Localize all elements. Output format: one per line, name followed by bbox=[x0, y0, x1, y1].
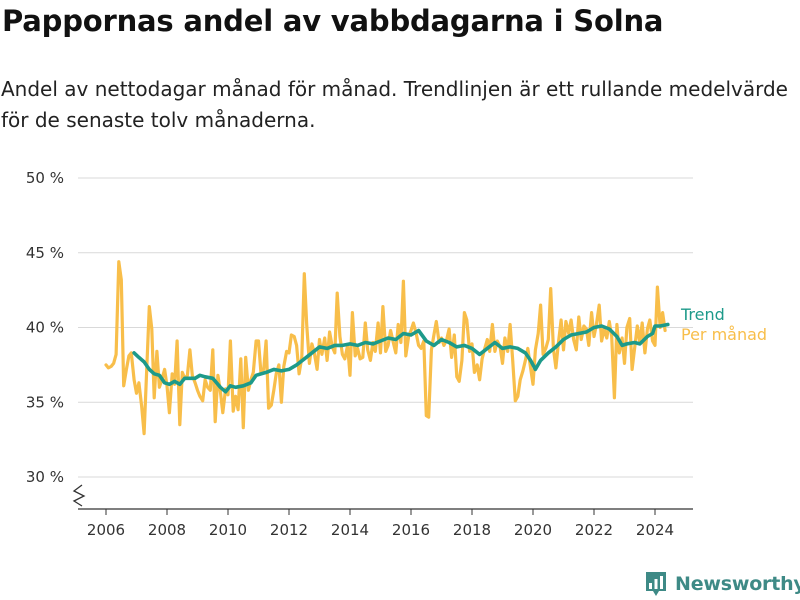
x-tick-label: 2018 bbox=[453, 521, 491, 539]
x-tick-label: 2024 bbox=[636, 521, 674, 539]
legend-trend: Trend bbox=[680, 305, 725, 324]
x-tick-label: 2008 bbox=[148, 521, 186, 539]
x-axis: 2006 2008 2010 2012 2014 2016 2018 2020 2022 2024 bbox=[78, 508, 693, 539]
x-tick-label: 2010 bbox=[209, 521, 247, 539]
x-tick-label: 2020 bbox=[514, 521, 552, 539]
series-line-trend bbox=[132, 322, 670, 394]
axis-break-icon bbox=[72, 484, 86, 507]
x-tick-label: 2022 bbox=[575, 521, 613, 539]
brand-logo: Newsworthy bbox=[645, 571, 800, 597]
y-tick-label: 40 % bbox=[26, 319, 64, 337]
y-tick-label: 45 % bbox=[26, 244, 64, 262]
brand-name: Newsworthy bbox=[675, 573, 800, 595]
legend-per-manad: Per månad bbox=[681, 325, 767, 344]
x-tick-label: 2012 bbox=[270, 521, 308, 539]
x-tick-label: 2016 bbox=[392, 521, 430, 539]
y-tick-label: 50 % bbox=[26, 169, 64, 187]
chart-title: Pappornas andel av vabbdagarna i Solna bbox=[2, 4, 664, 38]
y-tick-label: 35 % bbox=[26, 393, 64, 411]
chart-subtitle: Andel av nettodagar månad för månad. Tre… bbox=[1, 77, 788, 132]
y-tick-label: 30 % bbox=[26, 468, 64, 486]
y-axis-ticks: 30 % 35 % 40 % 45 % 50 % bbox=[26, 169, 86, 507]
series-lines bbox=[104, 260, 670, 436]
series-line-per-manad bbox=[104, 260, 667, 436]
bar-chart-logo-icon bbox=[646, 572, 666, 596]
x-tick-label: 2014 bbox=[331, 521, 369, 539]
x-tick-label: 2006 bbox=[87, 521, 125, 539]
